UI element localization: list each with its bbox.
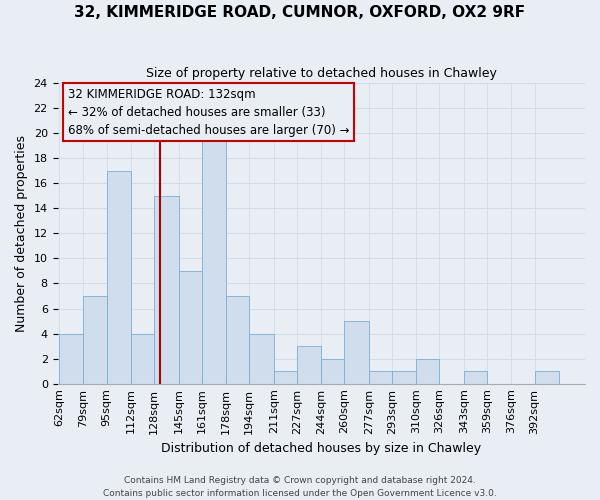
Text: 32 KIMMERIDGE ROAD: 132sqm
← 32% of detached houses are smaller (33)
68% of semi: 32 KIMMERIDGE ROAD: 132sqm ← 32% of deta…	[68, 88, 350, 136]
Y-axis label: Number of detached properties: Number of detached properties	[15, 135, 28, 332]
Bar	[226, 296, 249, 384]
Bar	[464, 371, 487, 384]
Bar	[131, 334, 154, 384]
Bar	[416, 358, 439, 384]
Bar	[297, 346, 321, 384]
Text: 32, KIMMERIDGE ROAD, CUMNOR, OXFORD, OX2 9RF: 32, KIMMERIDGE ROAD, CUMNOR, OXFORD, OX2…	[74, 5, 526, 20]
Bar	[392, 371, 416, 384]
X-axis label: Distribution of detached houses by size in Chawley: Distribution of detached houses by size …	[161, 442, 481, 455]
Bar	[344, 321, 369, 384]
Bar	[107, 170, 131, 384]
Bar	[369, 371, 392, 384]
Bar	[249, 334, 274, 384]
Bar	[83, 296, 107, 384]
Bar	[202, 133, 226, 384]
Bar	[274, 371, 297, 384]
Text: Contains HM Land Registry data © Crown copyright and database right 2024.
Contai: Contains HM Land Registry data © Crown c…	[103, 476, 497, 498]
Bar	[59, 334, 83, 384]
Bar	[154, 196, 179, 384]
Title: Size of property relative to detached houses in Chawley: Size of property relative to detached ho…	[146, 68, 497, 80]
Bar	[535, 371, 559, 384]
Bar	[321, 358, 344, 384]
Bar	[179, 271, 202, 384]
